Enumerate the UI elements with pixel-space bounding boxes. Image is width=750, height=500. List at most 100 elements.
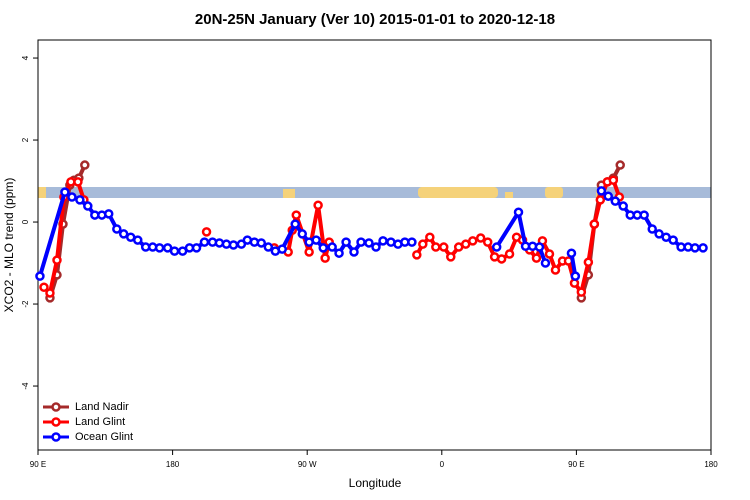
point: [550, 265, 561, 275]
x-tick-label: 0: [440, 460, 445, 469]
point: [491, 242, 502, 252]
y-axis-label: XCO2 - MLO trend (ppm): [2, 178, 16, 313]
point: [191, 243, 202, 253]
point: [313, 200, 323, 210]
point: [595, 195, 606, 205]
point: [431, 242, 441, 252]
point: [654, 229, 664, 239]
point: [349, 247, 359, 257]
point: [460, 239, 471, 249]
point: [566, 248, 577, 258]
point: [320, 253, 330, 263]
x-tick-label: 90 E: [568, 460, 584, 469]
point: [199, 237, 210, 247]
point: [201, 227, 212, 237]
x-tick-label: 180: [704, 460, 718, 469]
point: [169, 246, 180, 256]
point: [690, 243, 700, 253]
point: [133, 235, 143, 245]
point: [80, 160, 90, 170]
point: [418, 239, 428, 249]
point: [378, 236, 388, 246]
point: [334, 248, 344, 258]
map-strip: [38, 187, 711, 198]
point: [596, 186, 607, 196]
point: [52, 255, 62, 265]
point: [618, 201, 628, 211]
point: [425, 232, 435, 242]
point: [371, 242, 381, 252]
chart-title: 20N-25N January (Ver 10) 2015-01-01 to 2…: [195, 11, 555, 28]
point: [639, 210, 649, 220]
point: [277, 244, 287, 254]
point: [45, 288, 55, 298]
series-line: [38, 189, 704, 277]
point: [154, 243, 165, 253]
point: [534, 242, 545, 252]
legend-marker: [51, 417, 61, 427]
legend-label: Land Glint: [75, 416, 125, 428]
point: [364, 238, 374, 248]
point: [583, 257, 594, 267]
y-tick-label: 4: [21, 55, 30, 60]
point: [475, 233, 486, 243]
y-tick-label: -4: [21, 382, 30, 390]
legend-marker: [51, 402, 61, 412]
x-axis-label: Longitude: [349, 476, 402, 490]
point: [318, 243, 328, 253]
legend-marker: [51, 432, 61, 442]
y-tick-label: 0: [21, 219, 30, 224]
point: [647, 224, 657, 234]
point: [698, 243, 708, 253]
point: [60, 187, 70, 197]
point: [610, 196, 621, 206]
point: [236, 239, 247, 249]
legend-label: Land Nadir: [75, 401, 129, 413]
point: [531, 253, 542, 263]
point: [311, 235, 321, 245]
point: [438, 242, 449, 252]
point: [290, 219, 300, 229]
series-line: [48, 164, 622, 299]
x-tick-label: 90 E: [30, 460, 46, 469]
point: [608, 175, 619, 185]
x-tick-label: 90 W: [298, 460, 317, 469]
point: [297, 229, 308, 239]
point: [304, 247, 314, 257]
point: [341, 237, 351, 247]
point: [39, 282, 49, 292]
point: [327, 242, 337, 252]
point: [103, 209, 114, 219]
point: [407, 237, 417, 247]
point: [576, 287, 587, 297]
point: [75, 195, 85, 205]
point: [468, 236, 478, 246]
point: [291, 210, 302, 220]
point: [67, 192, 77, 202]
point: [412, 250, 422, 260]
point: [540, 258, 551, 268]
x-tick-label: 180: [166, 460, 180, 469]
point: [482, 237, 493, 247]
point: [35, 271, 45, 281]
point: [589, 219, 600, 229]
point: [83, 201, 93, 211]
point: [263, 242, 274, 252]
point: [603, 191, 614, 201]
point: [513, 207, 524, 217]
point: [615, 160, 625, 170]
y-tick-label: 2: [21, 137, 30, 142]
point: [112, 224, 122, 234]
point: [73, 177, 83, 187]
point: [668, 235, 678, 245]
point: [256, 238, 267, 248]
plot-frame: [37, 39, 712, 451]
point: [446, 252, 456, 262]
point: [504, 249, 515, 259]
point: [118, 229, 129, 239]
y-tick-label: -2: [21, 300, 30, 308]
point: [496, 254, 507, 264]
point: [570, 271, 581, 281]
point: [356, 237, 366, 247]
